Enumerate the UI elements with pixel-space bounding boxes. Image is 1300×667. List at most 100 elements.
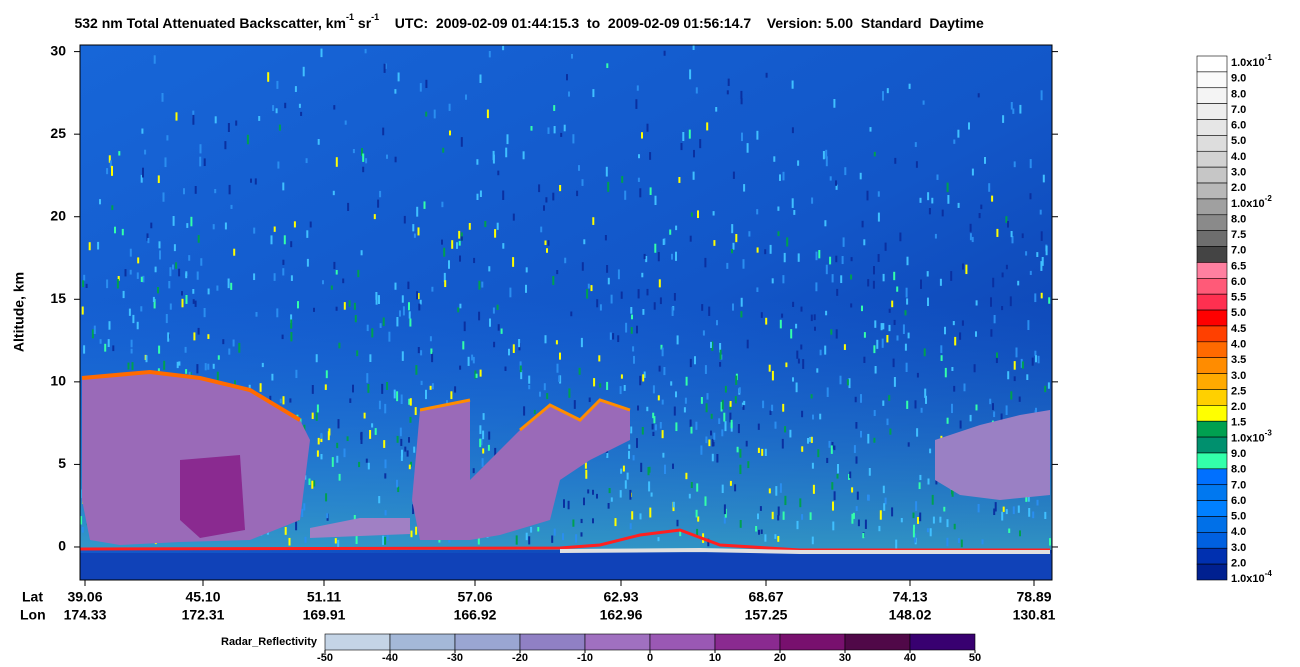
- speckle: [480, 438, 483, 446]
- speckle: [643, 371, 646, 378]
- colorbar-label-text: 9.0: [1231, 73, 1246, 85]
- speckle: [907, 332, 910, 339]
- speckle: [946, 537, 949, 547]
- speckle: [813, 314, 816, 321]
- speckle: [364, 48, 367, 54]
- speckle: [940, 345, 943, 354]
- speckle: [710, 430, 712, 436]
- speckle: [833, 491, 836, 501]
- speckle: [441, 201, 444, 208]
- speckle: [643, 253, 646, 260]
- speckle: [672, 501, 675, 508]
- speckle: [810, 314, 813, 322]
- speckle: [365, 458, 368, 463]
- speckle: [137, 257, 140, 264]
- speckle: [462, 341, 465, 350]
- speckle: [811, 462, 814, 469]
- speckle: [814, 326, 816, 331]
- speckle: [800, 344, 803, 350]
- speckle: [553, 126, 556, 134]
- speckle: [472, 468, 475, 474]
- speckle: [819, 413, 822, 420]
- colorbar-label-text: 8.0: [1231, 213, 1246, 225]
- speckle: [508, 348, 510, 356]
- speckle: [294, 86, 297, 92]
- speckle: [415, 365, 418, 375]
- cloud-top: [81, 369, 302, 422]
- speckle: [599, 383, 602, 388]
- radar-colorbar-box: [519, 633, 586, 651]
- speckle: [1001, 272, 1004, 278]
- speckle: [566, 74, 568, 81]
- speckle: [297, 301, 299, 309]
- speckle: [617, 335, 620, 343]
- radar-tick-label: 30: [839, 652, 851, 664]
- speckle: [869, 127, 872, 132]
- speckle: [975, 300, 978, 306]
- speckle: [352, 149, 355, 154]
- speckle: [417, 293, 420, 300]
- cloud: [180, 455, 245, 538]
- speckle: [690, 426, 693, 434]
- speckle: [953, 385, 956, 392]
- speckle: [357, 269, 360, 278]
- colorbar-label: 5.0: [1231, 307, 1246, 319]
- speckle: [325, 370, 328, 379]
- colorbar-box: [1196, 309, 1228, 327]
- speckle: [580, 518, 583, 524]
- colorbar-box: [1196, 103, 1228, 120]
- speckle: [994, 502, 997, 512]
- speckle: [893, 271, 896, 281]
- speckle: [512, 257, 515, 267]
- speckle: [533, 409, 536, 414]
- radar-colorbar-box: [779, 633, 846, 651]
- speckle: [830, 329, 833, 335]
- speckle: [815, 282, 818, 292]
- speckle: [459, 255, 461, 262]
- speckle: [360, 250, 363, 256]
- speckle: [362, 153, 365, 162]
- speckle: [473, 257, 476, 264]
- speckle: [771, 511, 774, 520]
- speckle: [688, 493, 691, 499]
- speckle: [199, 156, 202, 167]
- speckle: [797, 358, 800, 364]
- speckle: [157, 175, 160, 184]
- speckle: [290, 332, 293, 342]
- speckle: [479, 74, 482, 84]
- speckle: [916, 428, 919, 437]
- speckle: [796, 350, 799, 359]
- speckle: [795, 323, 798, 329]
- colorbar-label-text: 6.0: [1231, 276, 1246, 288]
- speckle: [708, 306, 711, 316]
- speckle: [971, 168, 974, 176]
- speckle: [354, 315, 357, 323]
- speckle: [496, 304, 499, 310]
- colorbar-label-text: 1.5: [1231, 417, 1246, 429]
- radar-tick-label: 40: [904, 652, 916, 664]
- colorbar-label-text: 1.0x10: [1231, 198, 1265, 210]
- speckle: [676, 519, 679, 527]
- speckle: [934, 233, 937, 239]
- speckle: [402, 306, 405, 316]
- speckle: [449, 130, 451, 136]
- speckle: [812, 414, 814, 420]
- speckle: [729, 401, 732, 407]
- radar-scale-title: Radar_Reflectivity: [221, 636, 318, 648]
- speckle: [1048, 297, 1051, 304]
- speckle: [106, 279, 109, 289]
- title-text: sr: [354, 15, 372, 31]
- colorbar-label: 4.0: [1231, 526, 1246, 538]
- speckle: [1040, 231, 1043, 241]
- surface-return: [559, 547, 1050, 554]
- speckle: [848, 474, 850, 480]
- speckle: [907, 442, 910, 447]
- speckle: [552, 276, 555, 286]
- speckle: [277, 161, 280, 169]
- speckle: [278, 124, 281, 131]
- speckle: [833, 445, 836, 451]
- speckle: [1028, 508, 1031, 517]
- speckle: [530, 526, 533, 533]
- speckle: [173, 244, 176, 252]
- speckle: [695, 509, 698, 518]
